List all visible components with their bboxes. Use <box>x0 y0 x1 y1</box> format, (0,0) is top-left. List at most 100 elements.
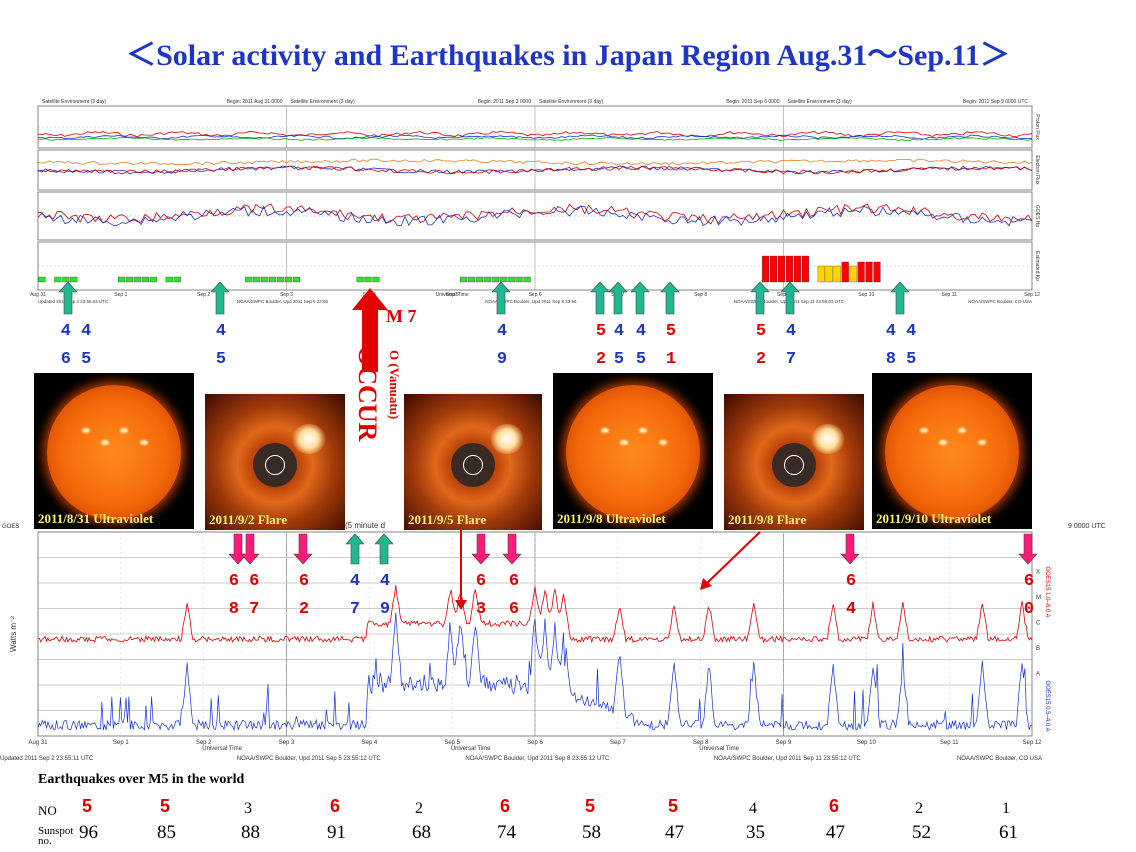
lower-quake-top: 4 <box>349 572 361 591</box>
solar-photo: 2011/9/5 Flare <box>404 394 542 530</box>
solar-photo: 2011/8/31 Ultraviolet <box>34 373 194 529</box>
active-region-icon <box>639 427 648 433</box>
quake-count-cell: 5 <box>82 796 93 816</box>
upper-green-arrow-shape <box>630 282 650 315</box>
kp-bar <box>133 276 141 283</box>
kp-bar <box>467 276 475 283</box>
upper-quake-top: 5 <box>755 322 767 341</box>
sunspot-cell: 74 <box>497 822 516 843</box>
lower-quake-top: 6 6 <box>228 572 260 591</box>
upper-quake-top: 5 <box>595 322 607 341</box>
xray-day-label: Sep 12 <box>1022 740 1042 746</box>
row-label-no: NO <box>38 803 57 818</box>
upper-green-arrow <box>491 282 511 315</box>
lower-pink-arrow-shape <box>1018 533 1038 565</box>
kp-bar <box>372 276 380 283</box>
sat-day-label: Sep 11 <box>941 292 957 298</box>
lower-quake-top: 6 <box>508 572 520 591</box>
xray-updated: NOAA/SWPC Boulder, CO USA <box>957 756 1042 762</box>
xray-class-label: B <box>1036 646 1040 652</box>
quake-count-cell: 5 <box>585 796 596 816</box>
kp-bar <box>459 276 468 283</box>
active-region-icon <box>120 427 129 433</box>
sat-day-label: Sep 10 <box>858 292 874 298</box>
sat-updated: NOAA/SWPC Boulder, CO USA <box>968 299 1032 304</box>
xray-day-label: Sep 4 <box>361 740 377 746</box>
page-title: ＜Solar activity and Earthquakes in Japan… <box>126 39 1010 72</box>
occur-text: OCCUR <box>353 346 382 442</box>
kp-bar <box>173 276 181 283</box>
xray-day-label: Sep 8 <box>693 740 709 746</box>
flare-burst-icon <box>810 423 845 454</box>
photo-caption: 2011/9/8 Flare <box>728 512 807 527</box>
upper-quake-bottom: 5 <box>613 350 625 369</box>
xray-class-label: X <box>1036 569 1040 575</box>
upper-quake-top: 4 4 <box>60 322 92 341</box>
active-region-icon <box>920 427 928 433</box>
lower-green-arrow-shape <box>345 533 365 565</box>
xray-axis-title: Universal Time <box>451 746 491 752</box>
kp-bar <box>523 276 531 283</box>
kp-bar <box>284 276 293 283</box>
active-region-icon <box>620 440 629 446</box>
sat-axis-title: Universal Time <box>436 292 469 298</box>
lower-quake-bottom: 8 7 <box>228 600 260 619</box>
xray-header-mid: (5 minute d <box>345 521 385 530</box>
xray-day-label: Sep 10 <box>857 740 877 746</box>
kp-bar <box>475 276 483 283</box>
flare-burst-icon <box>291 423 326 454</box>
upper-green-arrow <box>210 282 230 315</box>
xray-axis-title: Universal Time <box>699 746 739 752</box>
upper-green-arrow-shape <box>660 282 680 315</box>
xray-class-label: M <box>1036 595 1041 601</box>
sat-begin: Begin: 2011 Aug 31 0000 <box>227 99 283 105</box>
kp-bar <box>507 276 515 283</box>
quake-count-cell: 6 <box>829 796 840 816</box>
kp-bar <box>873 261 881 283</box>
sat-begin: Begin: 2011 Sep 9 0000 UTC <box>963 99 1028 105</box>
kp-bar <box>515 276 523 283</box>
kp-bar <box>292 276 301 283</box>
upper-green-arrow-shape <box>210 282 230 315</box>
kp-bar <box>785 255 794 283</box>
sat-updated: NOAA/SWPC Boulder, Upd 2011 Sep 8 23:56 <box>485 299 577 304</box>
upper-quake-top: 4 <box>613 322 625 341</box>
earthquakes-heading: Earthquakes over M5 in the world <box>38 772 245 787</box>
sun-disc-icon <box>46 385 182 520</box>
sat-header: Satellite Environment (3 day) <box>42 99 107 105</box>
active-region-icon <box>101 440 110 446</box>
upper-quake-top: 4 <box>215 322 227 341</box>
goes-hp-blue <box>37 205 1033 227</box>
lower-quake-bottom: 7 <box>349 600 361 619</box>
xray-updated: NOAA/SWPC Boulder, Upd 2011 Sep 5 23:55:… <box>237 756 382 762</box>
upper-green-arrow-shape <box>590 282 610 315</box>
xray-class-label: C <box>1036 620 1041 626</box>
sunspot-cell: 47 <box>826 822 845 843</box>
xray-updated: NOAA/SWPC Boulder, Upd 2011 Sep 11 23:55… <box>714 756 862 762</box>
xray-ylabel: Watts m⁻² <box>9 616 18 652</box>
upper-quake-top: 4 <box>785 322 797 341</box>
kp-bar <box>857 261 865 283</box>
kp-bar <box>833 265 841 283</box>
photo-caption: 2011/9/2 Flare <box>209 512 288 527</box>
upper-quake-bottom: 2 <box>595 350 607 369</box>
kp-bar <box>141 276 149 283</box>
active-region-icon <box>601 427 609 433</box>
sat-day-label: Aug 31 <box>30 292 46 298</box>
kp-bar <box>793 255 801 283</box>
upper-green-arrow-shape <box>608 282 628 315</box>
sat-begin: Begin: 2011 Sep 3 0000 <box>478 99 532 105</box>
kp-bar <box>491 276 499 283</box>
flare-pointer-arrows <box>455 530 761 610</box>
photo-caption: 2011/9/5 Flare <box>408 512 487 527</box>
sat-day-label: Sep 2 <box>197 292 210 298</box>
kp-bar <box>777 255 786 283</box>
upper-green-arrow <box>660 282 680 315</box>
sunspot-cell: 68 <box>412 822 431 843</box>
active-region-icon <box>658 440 667 446</box>
quake-count-cell: 1 <box>1002 800 1010 817</box>
upper-green-arrow <box>630 282 650 315</box>
kp-bar <box>483 276 491 283</box>
solar-photo: 2011/9/10 Ultraviolet <box>872 373 1032 529</box>
xray-day-label: Sep 9 <box>776 740 792 746</box>
